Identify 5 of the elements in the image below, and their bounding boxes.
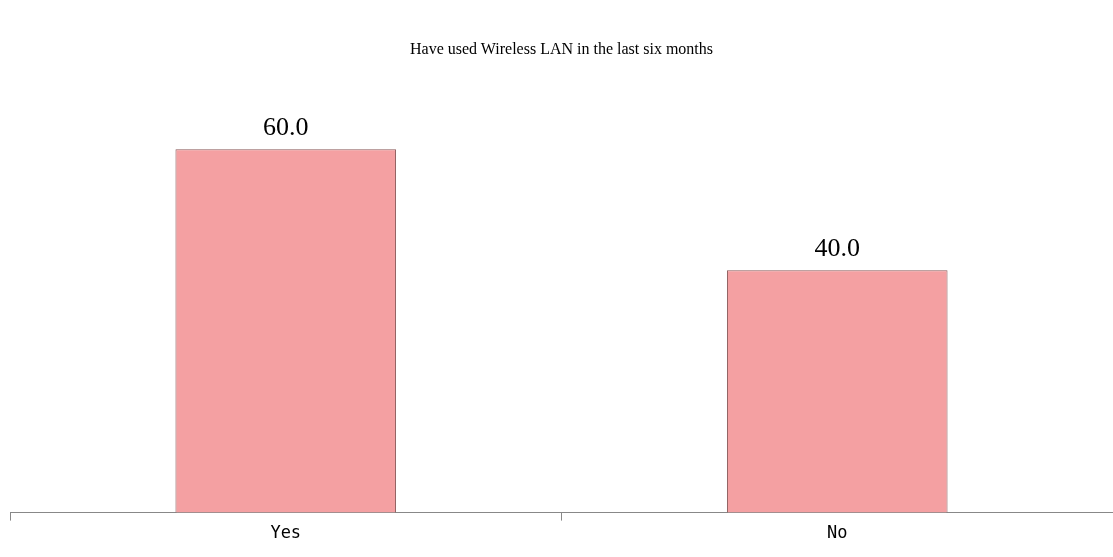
chart-title: Have used Wireless LAN in the last six months (409, 39, 714, 57)
x-tick-label: No (827, 522, 848, 543)
data-label: 40.0 (814, 233, 860, 263)
data-label: 60.0 (263, 112, 309, 142)
x-tick-label: Yes (270, 522, 302, 543)
